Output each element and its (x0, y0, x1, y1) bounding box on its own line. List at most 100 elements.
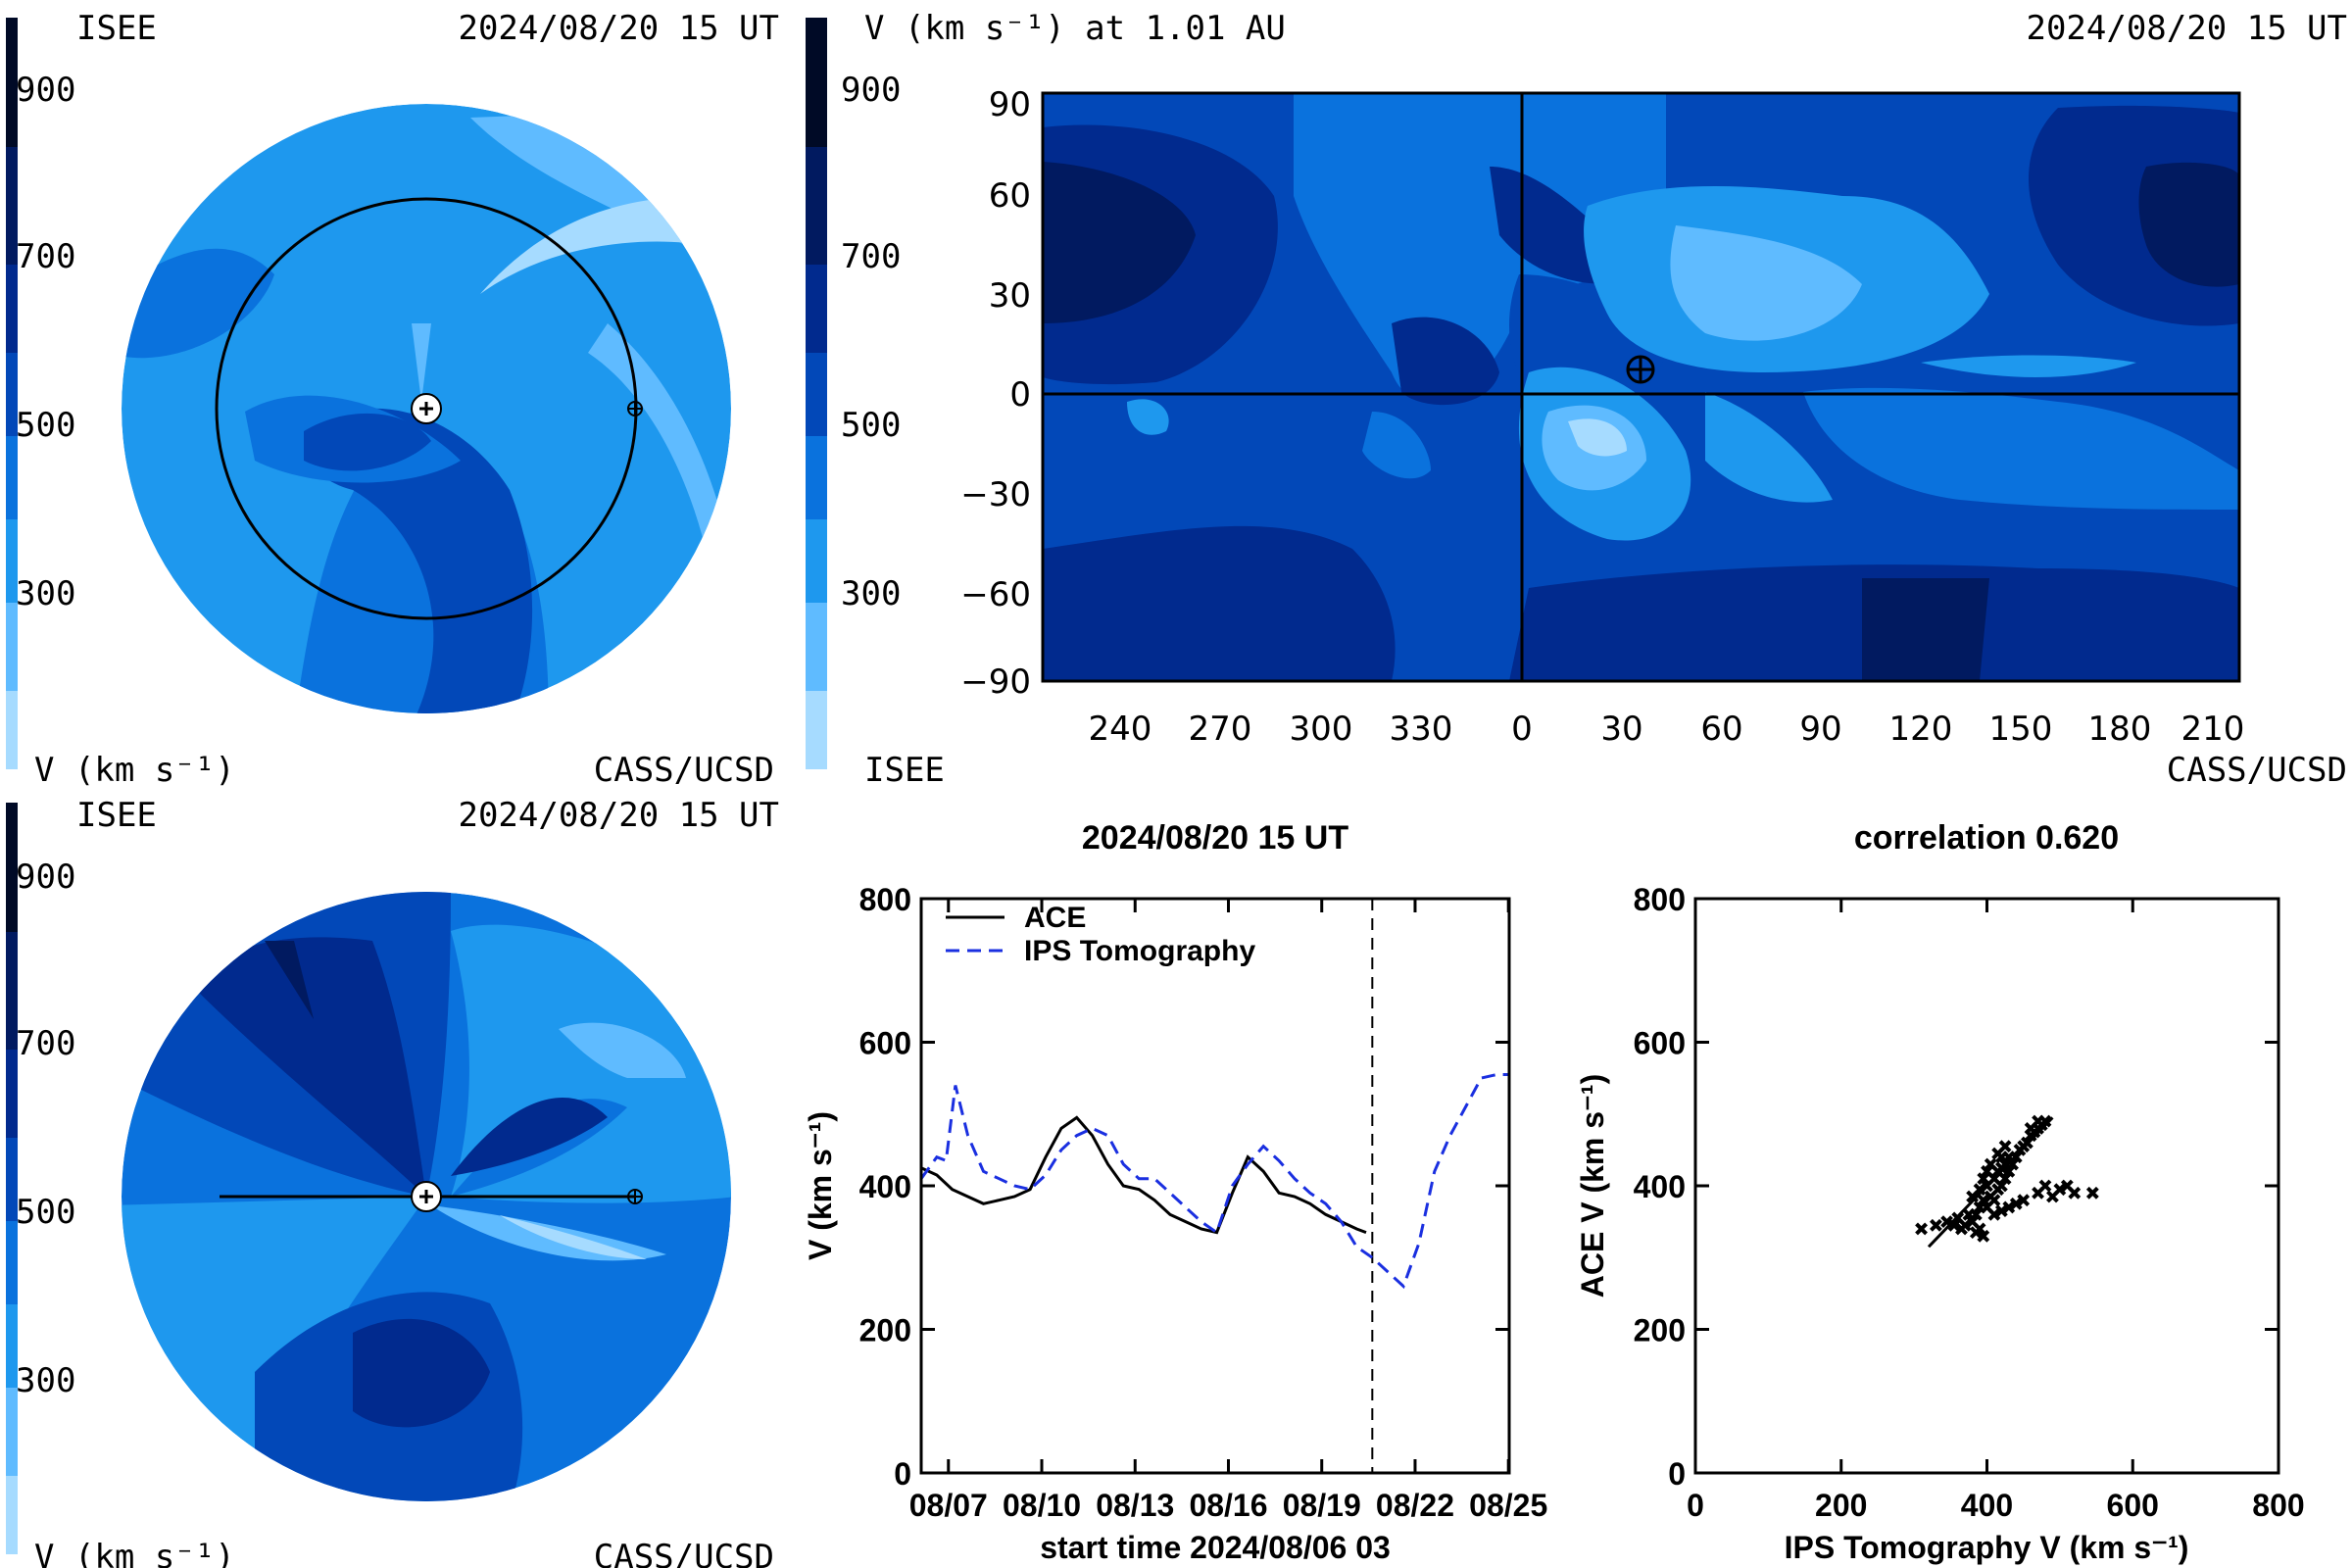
lon-tick: 300 (1290, 710, 1353, 749)
y-tick-label: 800 (1634, 882, 1686, 917)
credit-label: CASS/UCSD (594, 751, 774, 790)
lat-tick: 90 (989, 85, 1031, 124)
timeseries-panel: 2024/08/20 15 UT 0 200 400 600 800 08/07 08/10… (803, 819, 1547, 1565)
lon-tick: 120 (1889, 710, 1953, 749)
legend-label-ace: ACE (1024, 902, 1086, 934)
scatter-point (1958, 1218, 1972, 1232)
map-lon-ticks: 240 270 300 330 0 30 60 90 120 150 180 2… (1089, 710, 2245, 749)
colorbar-tick: 300 (16, 574, 75, 613)
scatter-ylabel: ACE V (km s⁻¹) (1575, 1074, 1610, 1298)
colorbar-top-left: 900 700 500 300 (6, 18, 75, 769)
colorbar-seg (806, 265, 827, 353)
lat-tick: 0 (1009, 375, 1031, 415)
scatter-point (1994, 1179, 2008, 1193)
colorbar-tick: 300 (16, 1361, 75, 1400)
x-tick-label: 0 (1687, 1488, 1704, 1523)
scatter-plot-area (1915, 1114, 2099, 1249)
x-tick-label: 08/25 (1469, 1488, 1547, 1523)
colorbar-tick: 700 (841, 237, 901, 276)
colorbar-seg (6, 603, 18, 691)
colorbar-seg (806, 519, 827, 603)
scatter-point (1940, 1215, 1954, 1229)
meridional-panel: 900 700 500 300 ISEE 2024/08/20 15 UT (6, 796, 779, 1568)
scatter-title: correlation 0.620 (1854, 819, 2119, 857)
series-line-ace (921, 1115, 1367, 1235)
lat-tick: 30 (989, 276, 1031, 316)
earth-marker (627, 1189, 643, 1204)
colorbar-bottom-left: 900 700 500 300 (6, 803, 75, 1554)
colorbar-tick: 900 (16, 858, 75, 897)
timeseries-title: 2024/08/20 15 UT (1082, 819, 1348, 857)
y-tick-label: 600 (1634, 1026, 1686, 1061)
x-tick-label: 800 (2252, 1488, 2304, 1523)
y-tick-label: 400 (859, 1169, 911, 1204)
colorbar-tick: 300 (841, 574, 901, 613)
timeseries-ylabel: V (km s⁻¹) (803, 1111, 838, 1260)
colorbar-tick: 500 (841, 406, 901, 445)
lon-tick: 270 (1189, 710, 1252, 749)
lon-tick: 210 (2181, 710, 2245, 749)
scatter-point (1977, 1229, 1990, 1243)
colorbar-seg (6, 1138, 18, 1221)
scatter-point (1977, 1194, 1990, 1207)
colorbar-seg (806, 353, 827, 436)
scatter-point (2053, 1183, 2067, 1197)
timeseries-xlabel: start time 2024/08/06 03 (1040, 1530, 1391, 1565)
scatter-xlabel: IPS Tomography V (km s⁻¹) (1785, 1530, 2189, 1565)
colorbar-tick: 900 (16, 71, 75, 110)
map-title: V (km s⁻¹) at 1.01 AU (864, 9, 1286, 48)
colorbar-seg (6, 18, 18, 147)
ecliptic-panel: 900 700 500 300 ISEE 2024/08/20 15 UT V … (6, 9, 779, 790)
scatter-point (1984, 1157, 1997, 1171)
earth-marker (1626, 355, 1655, 384)
velocity-map (1043, 93, 2239, 681)
lon-tick: 60 (1700, 710, 1742, 749)
colorbar-seg (6, 803, 18, 932)
colorbar-seg (6, 436, 18, 519)
lon-tick: 30 (1600, 710, 1642, 749)
colorbar-seg (806, 603, 827, 691)
timeseries-frame (919, 897, 1511, 1475)
scatter-point (2060, 1179, 2074, 1193)
map-frame (1041, 91, 2241, 683)
colorbar-tick: 500 (16, 1193, 75, 1232)
scatter-point (2002, 1164, 2016, 1178)
colorbar-tick: 700 (16, 1024, 75, 1063)
colorbar-seg (6, 1221, 18, 1304)
velocity-disk (122, 892, 731, 1501)
colorbar-seg (6, 353, 18, 436)
x-tick-label: 08/22 (1376, 1488, 1454, 1523)
series-line-ips-tomography (921, 1073, 1509, 1290)
scatter-point (2020, 1136, 2034, 1150)
colorbar-seg (806, 147, 827, 265)
scatter-point (1969, 1207, 1983, 1221)
scatter-point (2038, 1179, 2052, 1193)
scatter-point (1973, 1183, 1986, 1197)
scatter-point (2024, 1121, 2037, 1135)
y-tick-label: 400 (1634, 1169, 1686, 1204)
lon-tick: 330 (1390, 710, 1453, 749)
timeseries-axes: 0 200 400 600 800 08/07 08/10 08/13 08/16 08/19 08… (859, 882, 1548, 1523)
timeseries-legend: ACE IPS Tomography (946, 902, 1255, 967)
lon-tick: 0 (1511, 710, 1533, 749)
lon-tick: 90 (1799, 710, 1841, 749)
scatter-point (1998, 1140, 2012, 1153)
institution-label: ISEE (76, 796, 157, 835)
scatter-point (1987, 1207, 2001, 1221)
sun-cross (419, 402, 433, 416)
scatter-point (1930, 1218, 1942, 1232)
scatter-point (1947, 1218, 1961, 1232)
colorbar-seg (6, 519, 18, 603)
colorbar-seg (6, 265, 18, 353)
synoptic-panel: 900 700 500 300 V (km s⁻¹) at 1.01 AU 20… (806, 9, 2347, 790)
scatter-point (2017, 1194, 2031, 1207)
unit-label: V (km s⁻¹) (34, 1538, 235, 1568)
y-tick-label: 800 (859, 882, 911, 917)
scatter-point (2006, 1157, 2019, 1171)
earth-marker (627, 401, 643, 416)
timestamp-label: 2024/08/20 15 UT (458, 796, 779, 835)
colorbar-tick: 500 (16, 406, 75, 445)
y-tick-label: 0 (894, 1456, 911, 1492)
credit-label: CASS/UCSD (2167, 751, 2347, 790)
